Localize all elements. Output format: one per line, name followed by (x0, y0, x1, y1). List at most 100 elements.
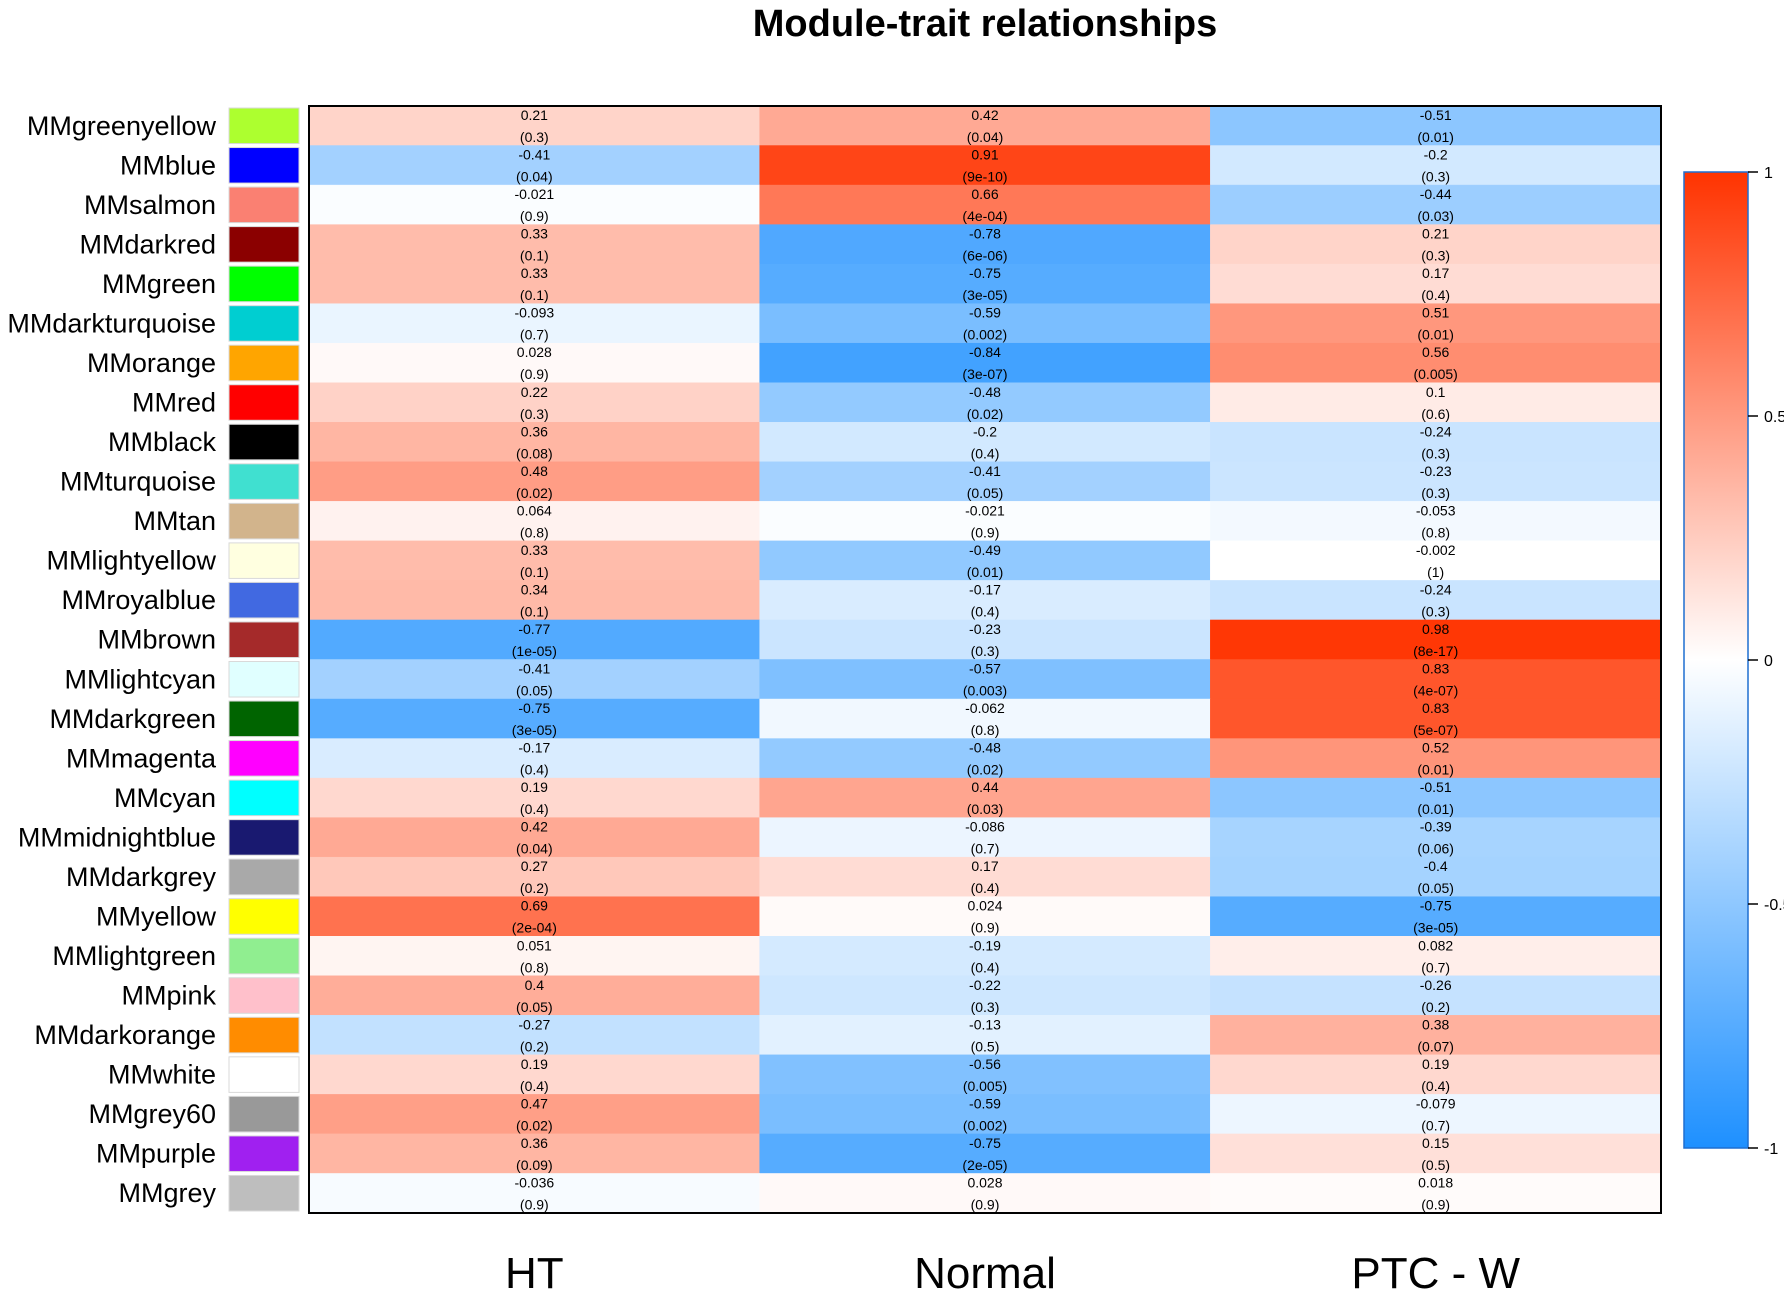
cell-correlation: -0.41 (518, 661, 550, 677)
cell-pvalue: (0.3) (1421, 603, 1450, 619)
legend-tick-label: 0 (1764, 653, 1773, 670)
cell-pvalue: (0.01) (1417, 762, 1454, 778)
heatmap-cell (1210, 1094, 1662, 1135)
cell-pvalue: (0.4) (971, 880, 1000, 896)
module-color-swatch (228, 344, 300, 382)
cell-pvalue: (0.3) (1421, 169, 1450, 185)
heatmap-cell (308, 1094, 760, 1135)
heatmap-cell (759, 698, 1211, 739)
heatmap-cell (759, 975, 1211, 1016)
cell-correlation: -0.51 (1420, 107, 1452, 123)
cell-pvalue: (0.02) (967, 762, 1004, 778)
cell-correlation: -0.17 (969, 581, 1001, 597)
legend-tick-label: -1 (1764, 1141, 1778, 1158)
cell-pvalue: (2e-05) (962, 1157, 1007, 1173)
cell-pvalue: (0.4) (520, 801, 549, 817)
heatmap-cell (1210, 1173, 1662, 1214)
row-label: MMgreenyellow (27, 111, 217, 141)
cell-pvalue: (0.8) (520, 524, 549, 540)
cell-pvalue: (0.06) (1417, 841, 1454, 857)
module-color-swatch (228, 1056, 300, 1093)
cell-correlation: 0.98 (1422, 621, 1449, 637)
heatmap-cell (308, 817, 760, 858)
row-label: MMgrey (118, 1178, 216, 1208)
cell-correlation: -0.75 (969, 1135, 1001, 1151)
heatmap-cell (1210, 1054, 1662, 1095)
heatmap-cell (759, 263, 1211, 304)
cell-pvalue: (0.005) (963, 1078, 1007, 1094)
cell-pvalue: (0.7) (1421, 959, 1450, 975)
cell-correlation: 0.36 (521, 423, 548, 439)
heatmap-cell (308, 1133, 760, 1174)
cell-correlation: 0.17 (971, 858, 998, 874)
row-label: MMred (132, 388, 216, 418)
heatmap-cell (308, 540, 760, 581)
cell-correlation: -0.2 (973, 423, 997, 439)
heatmap-cell (759, 856, 1211, 897)
cell-correlation: 0.082 (1418, 937, 1453, 953)
cell-correlation: 0.83 (1422, 700, 1449, 716)
heatmap-cell (308, 224, 760, 265)
cell-pvalue: (0.4) (520, 762, 549, 778)
cell-correlation: -0.24 (1420, 423, 1452, 439)
cell-pvalue: (0.4) (1421, 287, 1450, 303)
heatmap-cell (308, 342, 760, 384)
module-color-swatch (228, 581, 300, 619)
cell-correlation: -0.78 (969, 226, 1001, 242)
heatmap-cell (308, 382, 760, 423)
cell-pvalue: (0.9) (971, 920, 1000, 936)
cell-correlation: 0.4 (525, 977, 545, 993)
cell-pvalue: (3e-05) (1413, 920, 1458, 936)
cell-correlation: -0.49 (969, 542, 1001, 558)
heatmap-cell (1210, 540, 1662, 581)
cell-correlation: -0.021 (514, 186, 554, 202)
row-label: MMmidnightblue (18, 822, 216, 852)
cell-correlation: 0.83 (1422, 661, 1449, 677)
row-label: MMtan (133, 506, 216, 536)
heatmap-cell (308, 1015, 760, 1056)
row-label: MMcyan (114, 783, 216, 813)
chart-title: Module-trait relationships (753, 3, 1217, 45)
cell-correlation: 0.21 (521, 107, 548, 123)
row-label: MMdarkred (79, 229, 216, 259)
heatmap-cell (759, 540, 1211, 581)
row-label: MMdarkgreen (49, 704, 216, 734)
cell-correlation: -0.053 (1416, 502, 1456, 518)
cell-correlation: 0.22 (521, 384, 548, 400)
cell-correlation: -0.27 (518, 1016, 550, 1032)
module-color-swatch (228, 779, 300, 817)
heatmap-cell (308, 263, 760, 304)
cell-correlation: -0.48 (969, 740, 1001, 756)
cell-pvalue: (0.1) (520, 564, 549, 580)
cell-correlation: 0.42 (971, 107, 998, 123)
cell-pvalue: (0.002) (963, 1117, 1007, 1133)
heatmap-cell (759, 382, 1211, 423)
heatmap-cell (308, 580, 760, 621)
cell-pvalue: (0.04) (516, 841, 553, 857)
heatmap-cell (759, 580, 1211, 621)
cell-pvalue: (0.3) (971, 999, 1000, 1015)
cell-correlation: 0.028 (967, 1174, 1002, 1190)
cell-correlation: 0.33 (521, 265, 548, 281)
module-color-swatch (228, 147, 300, 184)
heatmap-cell (1210, 817, 1662, 858)
cell-pvalue: (0.9) (520, 208, 549, 224)
cell-correlation: 0.36 (521, 1135, 548, 1151)
heatmap-cell (1210, 580, 1662, 621)
column-label: PTC - W (1351, 1249, 1520, 1290)
column-label: HT (505, 1249, 564, 1290)
cell-correlation: 0.1 (1426, 384, 1446, 400)
heatmap-cell (759, 303, 1211, 344)
module-color-swatch (228, 1135, 300, 1172)
cell-correlation: 0.051 (517, 937, 552, 953)
cell-correlation: -0.062 (965, 700, 1005, 716)
cell-correlation: -0.84 (969, 344, 1001, 360)
cell-pvalue: (0.6) (1421, 406, 1450, 422)
heatmap-cell (1210, 263, 1662, 304)
heatmap-cell (759, 1054, 1211, 1095)
cell-pvalue: (0.3) (1421, 485, 1450, 501)
heatmap-cell (308, 184, 760, 225)
row-label: MMlightyellow (46, 546, 216, 576)
cell-correlation: -0.086 (965, 819, 1005, 835)
cell-correlation: 0.47 (521, 1095, 548, 1111)
